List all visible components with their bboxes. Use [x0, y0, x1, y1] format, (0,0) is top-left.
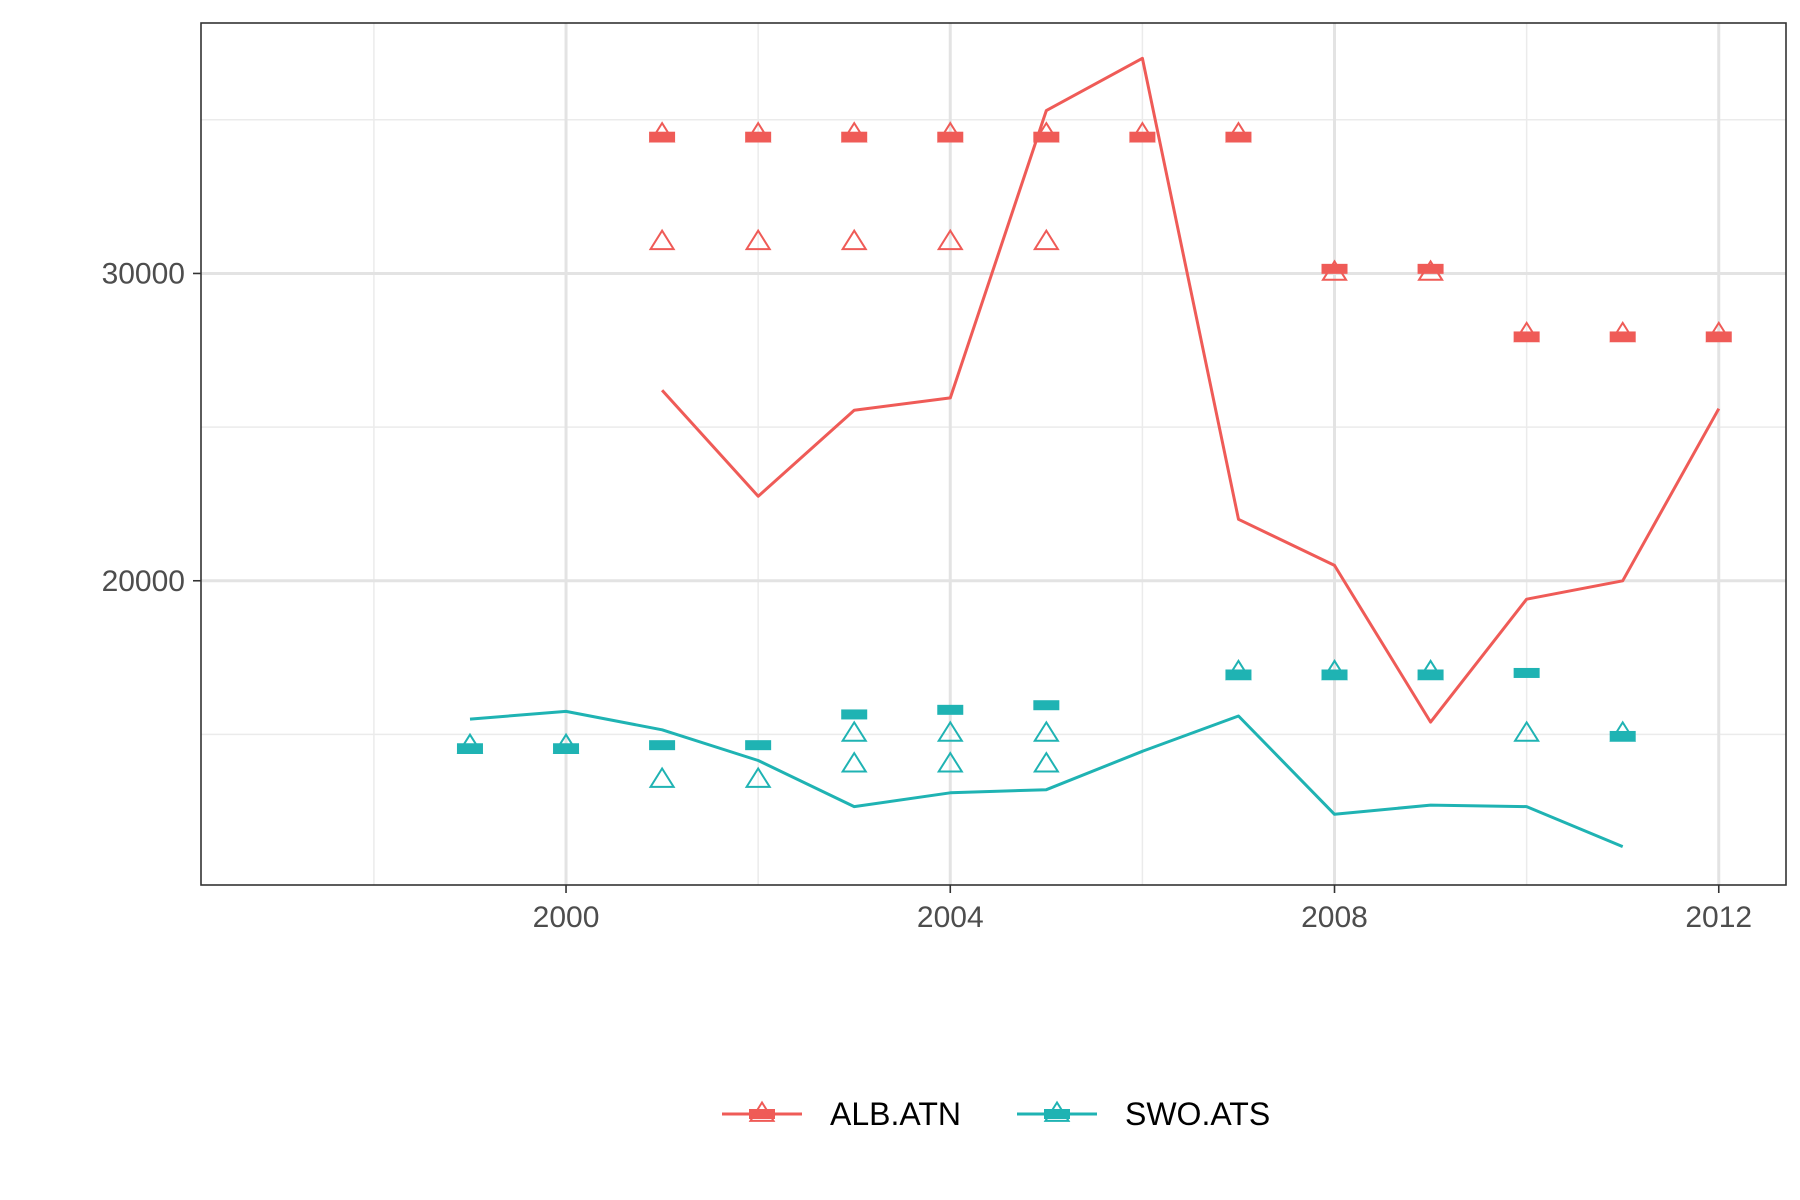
legend-item-SWO.ATS: SWO.ATS: [1017, 1096, 1270, 1132]
bar-marker: [1033, 131, 1060, 142]
legend: ALB.ATN SWO.ATS: [722, 1096, 1270, 1132]
bar-marker: [745, 740, 772, 751]
bar-marker: [745, 131, 772, 142]
triangle-marker: [936, 720, 964, 742]
triangle-marker: [744, 121, 772, 143]
axes: 2000 2004 2008 2012 30000 20000: [102, 257, 1753, 934]
bar-marker: [937, 131, 964, 142]
bar-marker: [1417, 669, 1444, 680]
legend-bar-marker: [1044, 1109, 1070, 1119]
series-line: [660, 56, 1721, 724]
legend-bar-marker: [749, 1109, 775, 1119]
bar-marker: [1513, 331, 1540, 342]
triangle-marker: [552, 732, 580, 755]
legend-label: SWO.ATS: [1125, 1096, 1270, 1132]
triangle-marker: [1129, 121, 1156, 143]
x-tick-label: 2012: [1685, 901, 1752, 934]
triangle-marker: [1225, 659, 1252, 681]
x-tick-label: 2004: [917, 901, 984, 934]
triangle-marker: [840, 751, 868, 773]
triangle-marker: [1705, 321, 1733, 343]
bar-marker: [1321, 669, 1348, 680]
bar-marker: [553, 743, 580, 754]
bar-marker: [649, 131, 676, 142]
triangle-marker: [456, 732, 484, 755]
bar-marker: [1417, 263, 1444, 274]
triangle-marker: [936, 121, 964, 143]
legend-triangle-marker: [748, 1100, 776, 1122]
panel-border: [200, 22, 1787, 886]
triangle-marker: [648, 121, 676, 143]
triangle-marker: [1417, 659, 1444, 681]
triangle-marker: [744, 228, 772, 251]
triangle-marker: [936, 751, 964, 773]
y-tick-label: 30000: [102, 257, 185, 290]
legend-item-ALB.ATN: ALB.ATN: [722, 1096, 961, 1132]
triangle-marker: [936, 228, 964, 251]
bar-marker: [1225, 669, 1252, 680]
triangle-marker: [1321, 659, 1348, 681]
bar-marker: [937, 704, 964, 715]
triangle-marker: [1225, 121, 1252, 143]
triangle-marker: [1417, 259, 1444, 281]
bar-marker: [1609, 730, 1636, 741]
bar-marker: [1225, 131, 1252, 142]
legend-label: ALB.ATN: [830, 1096, 961, 1132]
bar-marker: [1609, 331, 1636, 342]
y-tick-label: 20000: [102, 565, 185, 598]
triangle-marker: [1609, 321, 1637, 343]
x-tick-label: 2000: [533, 901, 600, 934]
triangle-marker: [840, 121, 868, 143]
triangle-marker: [648, 228, 676, 251]
bar-marker: [1513, 667, 1540, 678]
bar-marker: [841, 709, 868, 720]
series-layer: [456, 56, 1733, 848]
triangle-marker: [1032, 751, 1060, 773]
triangle-marker: [1032, 720, 1060, 742]
bar-marker: [841, 131, 868, 142]
x-tick-label: 2008: [1301, 901, 1368, 934]
bar-marker: [456, 743, 483, 754]
triangle-marker: [648, 766, 676, 788]
bar-marker: [1705, 331, 1732, 342]
triangle-marker: [1513, 321, 1540, 343]
series-SWO.ATS: [456, 659, 1637, 848]
bar-marker: [1129, 131, 1156, 142]
grid: [201, 23, 1786, 885]
legend-triangle-marker: [1043, 1100, 1071, 1122]
bar-marker: [1321, 263, 1348, 274]
triangle-marker: [744, 766, 772, 788]
triangle-marker: [1609, 720, 1637, 742]
triangle-marker: [840, 720, 868, 742]
series-ALB.ATN: [648, 56, 1733, 724]
triangle-marker: [840, 228, 868, 251]
triangle-marker: [1321, 259, 1348, 281]
bar-marker: [649, 740, 676, 751]
bar-marker: [1033, 700, 1060, 711]
triangle-marker: [1032, 228, 1060, 251]
triangle-marker: [1032, 121, 1060, 143]
triangle-marker: [1513, 720, 1540, 742]
